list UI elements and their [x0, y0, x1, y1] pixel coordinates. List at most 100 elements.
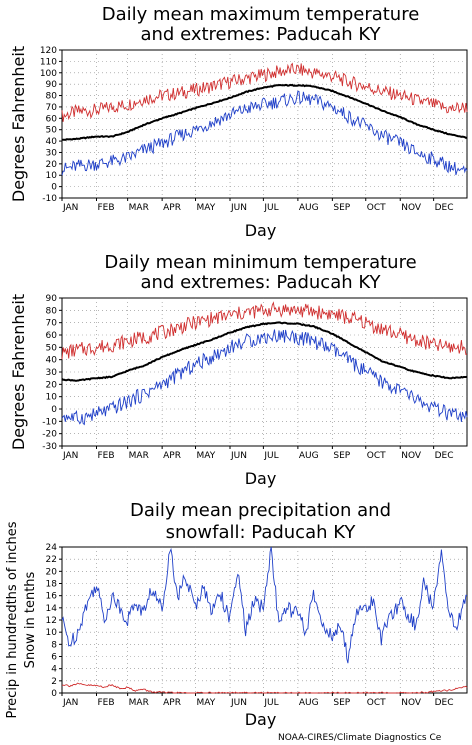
chart-3-month-label: JUL [263, 698, 278, 708]
chart-2-ytick-label: 40 [46, 356, 58, 366]
chart-1-month-label: OCT [367, 203, 386, 213]
chart-3-ytick-label: 20 [46, 567, 58, 577]
chart-2-month-label: MAY [197, 451, 216, 461]
chart-2-ytick-label: 60 [46, 331, 58, 341]
chart-1-month-label: DEC [435, 203, 454, 213]
chart-3-ytick-label: 10 [46, 628, 58, 638]
chart-2-month-label: JUL [263, 451, 278, 461]
chart-1-ytick-label: 90 [46, 80, 58, 90]
chart-1-title-line-1: Daily mean maximum temperature [102, 4, 420, 25]
chart-3-ytick-label: 6 [51, 653, 57, 663]
chart-3-ytick-label: 4 [51, 665, 57, 675]
chart-1-series-3-line [61, 90, 468, 176]
chart-3-ytick-label: 22 [46, 555, 57, 565]
chart-1-month-label: JAN [62, 203, 78, 213]
chart-1-month-label: AUG [299, 203, 319, 213]
chart-3-month-label: MAY [197, 698, 216, 708]
chart-2-series-1-line [61, 301, 468, 360]
chart-1-xlabel: Day [245, 221, 277, 240]
chart-2-ytick-label: -10 [42, 417, 57, 427]
chart-2-ytick-label: -30 [42, 442, 57, 452]
chart-1-month-label: SEP [333, 203, 350, 213]
chart-2-month-label: DEC [435, 451, 454, 461]
chart-1-series-2-line [61, 83, 468, 141]
chart-2-ytick-label: 20 [46, 380, 58, 390]
chart-2-series-3-line [61, 329, 468, 426]
chart-2-month-label: JAN [62, 451, 78, 461]
chart-1-ytick-label: 50 [46, 126, 58, 136]
chart-1-ytick-label: -10 [42, 194, 57, 204]
chart-1-month-label: JUL [263, 203, 278, 213]
chart-3-ytick-label: 8 [51, 640, 57, 650]
chart-3-ylabel-1: Precip in hundredths of inches [5, 521, 20, 718]
chart-2-month-label: OCT [367, 451, 386, 461]
chart-2-ylabel-1: Degrees Fahrenheit [9, 294, 28, 450]
chart-1-series-1-line [61, 62, 468, 122]
chart-1-ytick-label: 20 [46, 160, 58, 170]
chart-2-month-label: APR [163, 451, 181, 461]
chart-2-ytick-label: -20 [42, 430, 57, 440]
chart-2-title-line-2: and extremes: Paducah KY [140, 272, 381, 293]
chart-1-month-label: JUN [230, 203, 247, 213]
chart-3-month-label: AUG [299, 698, 319, 708]
chart-3-month-label: JUN [230, 698, 247, 708]
chart-3-ytick-label: 24 [46, 543, 58, 553]
chart-2-ytick-label: 80 [46, 306, 58, 316]
chart-1-ytick-label: 40 [46, 137, 58, 147]
chart-2-series-2-line [61, 321, 468, 382]
chart-1-ytick-label: 70 [46, 103, 58, 113]
chart-2-month-label: SEP [333, 451, 350, 461]
chart-1-ytick-label: 60 [46, 114, 58, 124]
chart-2-xlabel: Day [245, 469, 277, 488]
chart-2-ytick-label: 30 [46, 368, 58, 378]
chart-2-ytick-label: 10 [46, 393, 58, 403]
chart-3-xlabel: Day [245, 710, 277, 729]
chart-1-month-label: MAR [129, 203, 149, 213]
chart-3-title-line-1: Daily mean precipitation and [130, 500, 391, 521]
chart-3-ytick-label: 18 [46, 580, 58, 590]
chart-2-ytick-label: 50 [46, 343, 58, 353]
chart-3-ylabel-2: Snow in tenths [23, 571, 38, 668]
chart-1-month-label: FEB [97, 203, 114, 213]
chart-2-month-label: FEB [97, 451, 114, 461]
chart-1-frame [61, 49, 468, 199]
chart-3-series-2-line [61, 682, 468, 694]
chart-1-ytick-label: 120 [40, 46, 57, 56]
chart-3-month-label: JAN [62, 698, 78, 708]
chart-3-title-line-2: snowfall: Paducah KY [166, 522, 357, 543]
chart-1-month-label: APR [163, 203, 181, 213]
chart-1-ytick-label: 10 [46, 171, 58, 181]
chart-3-series-1-line [61, 546, 468, 664]
chart-2-ytick-label: 0 [51, 405, 57, 415]
chart-3-month-label: MAR [129, 698, 149, 708]
chart-1-month-label: MAY [197, 203, 216, 213]
chart-3-ytick-label: 14 [46, 604, 58, 614]
chart-1-ytick-label: 100 [40, 69, 57, 79]
chart-1-ylabel-1: Degrees Fahrenheit [9, 46, 28, 202]
chart-1-ytick-label: 80 [46, 92, 58, 102]
chart-3-month-label: DEC [435, 698, 454, 708]
chart-1-ytick-label: 30 [46, 148, 58, 158]
chart-3-month-label: APR [163, 698, 181, 708]
chart-3-ytick-label: 0 [51, 689, 57, 699]
chart-2-month-label: NOV [401, 451, 422, 461]
chart-2-ytick-label: 70 [46, 319, 58, 329]
chart-2-month-label: AUG [299, 451, 319, 461]
chart-3-ytick-label: 16 [46, 592, 58, 602]
chart-3-month-label: FEB [97, 698, 114, 708]
chart-3-month-label: SEP [333, 698, 350, 708]
chart-2-title-line-1: Daily mean minimum temperature [104, 252, 416, 273]
chart-2-month-label: JUN [230, 451, 247, 461]
chart-3-month-label: NOV [401, 698, 422, 708]
chart-1-ytick-label: 110 [40, 57, 57, 67]
chart-3-ytick-label: 12 [46, 616, 57, 626]
chart-3-ytick-label: 2 [51, 677, 57, 687]
chart-1-month-label: NOV [401, 203, 422, 213]
chart-1-title-line-2: and extremes: Paducah KY [140, 24, 381, 45]
chart-2-ytick-label: 90 [46, 294, 58, 304]
credit-text: NOAA-CIRES/Climate Diagnostics Ce [278, 733, 442, 743]
chart-2-month-label: MAR [129, 451, 149, 461]
chart-3-month-label: OCT [367, 698, 386, 708]
chart-1-ytick-label: 0 [51, 183, 57, 193]
